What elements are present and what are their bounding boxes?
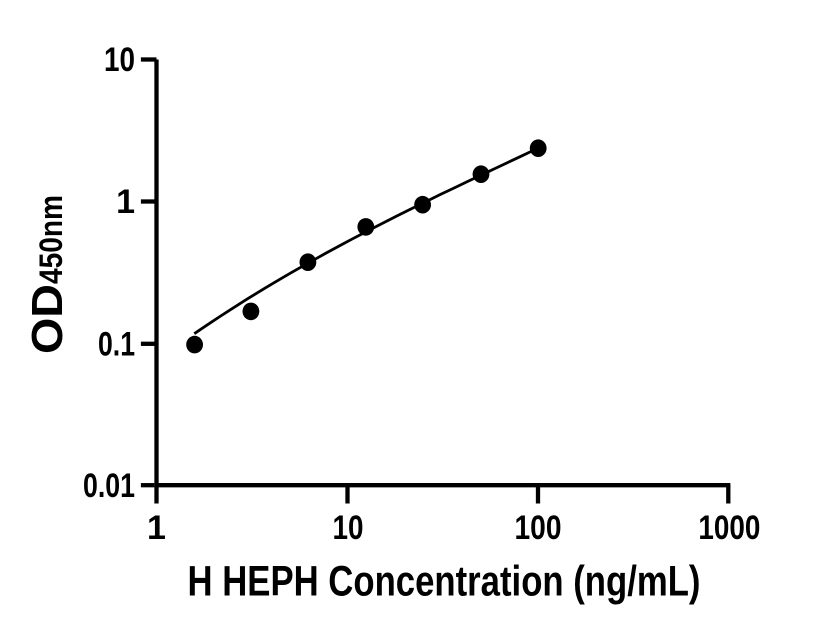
svg-text:10: 10 <box>104 41 135 79</box>
svg-text:0.1: 0.1 <box>98 326 135 364</box>
svg-text:1000: 1000 <box>698 509 760 547</box>
svg-text:1: 1 <box>147 509 166 547</box>
svg-text:OD450nm: OD450nm <box>23 195 72 354</box>
svg-text:1: 1 <box>116 183 135 221</box>
svg-text:H HEPH Concentration (ng/mL): H HEPH Concentration (ng/mL) <box>188 558 701 606</box>
svg-text:10: 10 <box>333 509 364 547</box>
svg-text:100: 100 <box>515 509 562 547</box>
svg-text:0.01: 0.01 <box>83 467 135 505</box>
